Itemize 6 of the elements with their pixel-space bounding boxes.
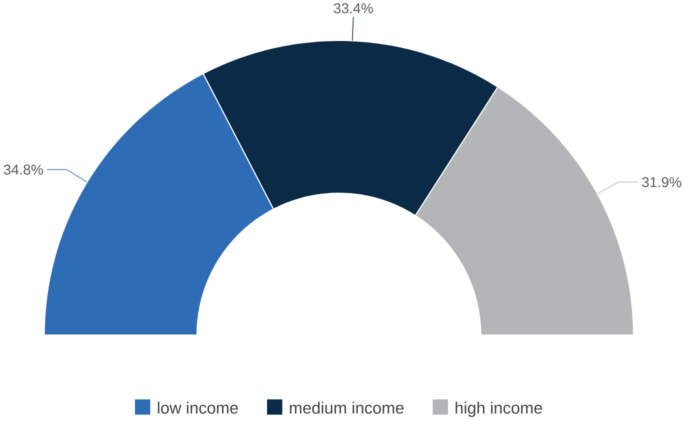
data-label: 31.9% — [642, 177, 682, 188]
legend-label: low income — [158, 402, 238, 414]
data-label: 34.8% — [4, 164, 43, 175]
data-label: 33.4% — [334, 3, 373, 14]
legend-label: medium income — [290, 402, 404, 414]
legend-label: high income — [456, 402, 542, 418]
